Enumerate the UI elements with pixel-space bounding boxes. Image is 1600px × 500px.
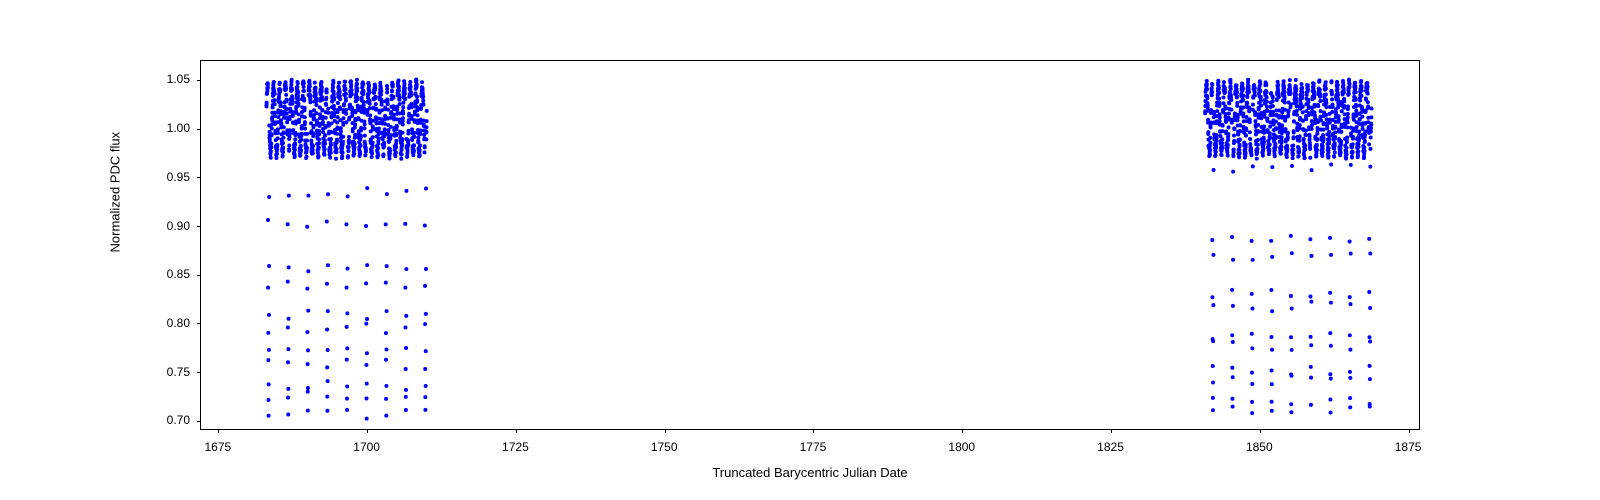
- x-tick: [1409, 429, 1410, 433]
- y-tick-label: 0.70: [167, 413, 190, 427]
- y-tick: [197, 80, 201, 81]
- y-tick: [197, 372, 201, 373]
- x-tick-label: 1700: [353, 440, 380, 454]
- x-tick-label: 1750: [651, 440, 678, 454]
- x-tick-label: 1850: [1246, 440, 1273, 454]
- y-tick-label: 0.85: [167, 267, 190, 281]
- y-tick: [197, 177, 201, 178]
- y-tick-label: 1.05: [167, 72, 190, 86]
- x-tick: [516, 429, 517, 433]
- x-tick: [1111, 429, 1112, 433]
- y-axis-label: Normalized PDC flux: [108, 132, 123, 253]
- x-tick: [367, 429, 368, 433]
- x-tick: [813, 429, 814, 433]
- x-tick: [218, 429, 219, 433]
- chart-container: [200, 60, 1420, 430]
- x-tick: [1260, 429, 1261, 433]
- x-tick-label: 1725: [502, 440, 529, 454]
- y-tick-label: 1.00: [167, 121, 190, 135]
- x-tick-label: 1875: [1395, 440, 1422, 454]
- x-tick-label: 1775: [800, 440, 827, 454]
- y-tick-label: 0.80: [167, 316, 190, 330]
- x-axis-label: Truncated Barycentric Julian Date: [712, 465, 907, 480]
- x-tick: [962, 429, 963, 433]
- y-tick-label: 0.95: [167, 170, 190, 184]
- x-tick-label: 1825: [1097, 440, 1124, 454]
- x-tick: [665, 429, 666, 433]
- x-tick-label: 1675: [204, 440, 231, 454]
- y-tick: [197, 275, 201, 276]
- x-tick-label: 1800: [948, 440, 975, 454]
- y-tick: [197, 129, 201, 130]
- y-tick: [197, 226, 201, 227]
- y-tick: [197, 421, 201, 422]
- y-tick-label: 0.90: [167, 219, 190, 233]
- data-points: [201, 61, 1419, 429]
- y-tick: [197, 323, 201, 324]
- y-tick-label: 0.75: [167, 365, 190, 379]
- plot-area: [200, 60, 1420, 430]
